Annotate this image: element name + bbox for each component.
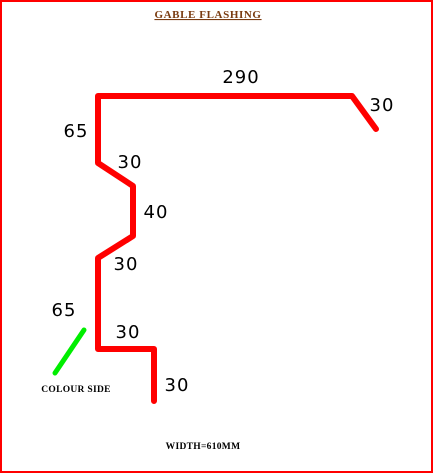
dimension-bend-lower: 30 [114, 254, 139, 275]
dimension-bend-upper: 30 [118, 152, 143, 173]
dimension-top: 290 [222, 67, 259, 88]
flashing-profile [95, 93, 379, 404]
dimension-left-upper: 65 [64, 121, 89, 142]
diagram-title: GABLE FLASHING [154, 9, 261, 21]
dimension-bottom-drop: 30 [165, 375, 190, 396]
dimension-colour-side-leg: 65 [52, 300, 77, 321]
dimension-middle: 40 [144, 202, 169, 223]
dimension-bottom-step: 30 [116, 322, 141, 343]
colour-side-marker [52, 327, 87, 376]
width-label: WIDTH=610MM [166, 442, 241, 452]
dimension-top-right-return: 30 [370, 95, 395, 116]
colour-side-label: COLOUR SIDE [41, 385, 111, 395]
